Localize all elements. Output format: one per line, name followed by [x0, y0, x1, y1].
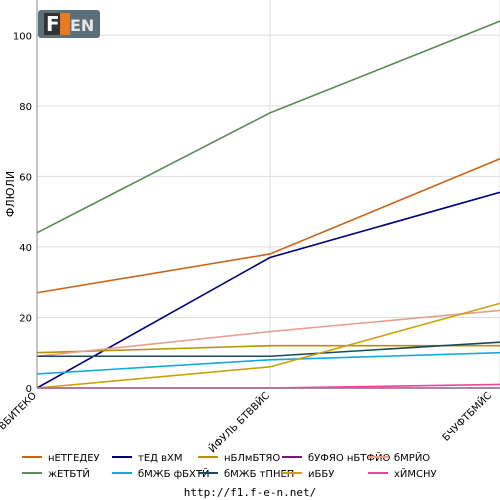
series-line — [36, 20, 500, 234]
y-tick-label: 20 — [19, 313, 32, 324]
svg-text:EN: EN — [70, 16, 94, 35]
series-line — [36, 309, 500, 358]
grid — [36, 0, 500, 389]
legend-label: нЕТГЕДЕУ — [48, 453, 100, 464]
y-tick-label: 60 — [19, 172, 32, 183]
series-line — [36, 302, 500, 389]
legend-label: бМРЙО — [394, 451, 430, 464]
series-line — [36, 191, 500, 389]
legend-label: бУФЯО нБТФЙО — [308, 451, 390, 464]
y-tick-label: 0 — [26, 384, 32, 395]
legend: нЕТГЕДЕУ тЕД вХМ нБЛмБТЯО бУФЯО нБТФЙО бМРЙО… — [22, 451, 437, 480]
series-line — [37, 341, 500, 358]
site-logo: F EN — [38, 10, 100, 38]
legend-label: жЕТБТЙ — [48, 467, 90, 480]
axes — [36, 0, 500, 389]
legend-label: бМЖБ фБХТЙ — [138, 467, 209, 480]
y-tick-label: 80 — [19, 102, 32, 113]
footer-url[interactable]: http://f1.f-e-n.net/ — [184, 486, 316, 499]
legend-label: тЕД вХМ — [138, 453, 183, 464]
series-line — [36, 157, 500, 294]
x-tick-label: БЧУФТБМЙС — [439, 389, 494, 444]
svg-text:F: F — [46, 12, 60, 36]
legend-label: иББУ — [308, 469, 334, 480]
series-line — [36, 344, 500, 354]
series-line — [36, 351, 500, 375]
legend-label: бМЖБ тПНЕП — [224, 469, 294, 480]
x-tick-labels: ВБИТЕКО ЙФУЛЬ БТВВЙС БЧУФТБМЙС — [0, 389, 494, 455]
y-axis-title: ФЛЮЛИ — [4, 171, 17, 217]
legend-label: хЙМСНУ — [394, 467, 437, 480]
x-tick-label: ЙФУЛЬ БТВВЙС — [206, 389, 272, 455]
series-lines — [36, 20, 500, 389]
y-tick-label: 100 — [13, 31, 32, 42]
x-tick-label: ВБИТЕКО — [0, 390, 39, 432]
y-tick-labels: 0 20 40 60 80 100 — [13, 31, 32, 395]
y-tick-label: 40 — [19, 243, 32, 254]
legend-label: нБЛмБТЯО — [224, 453, 280, 464]
